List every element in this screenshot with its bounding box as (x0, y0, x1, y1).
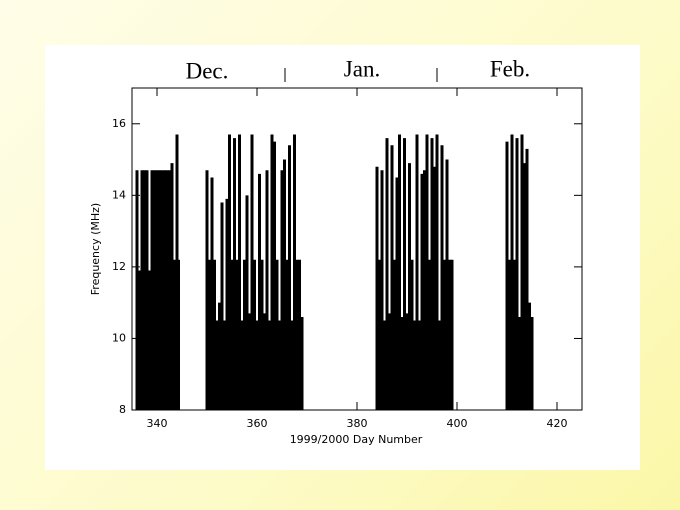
x-tick-label: 360 (247, 417, 268, 430)
month-label: Feb. (490, 56, 530, 81)
y-tick-label: 14 (112, 188, 126, 201)
month-label: Jan. (344, 56, 380, 81)
y-tick-label: 12 (112, 260, 126, 273)
y-tick-label: 8 (119, 403, 126, 416)
y-axis-label: Frequency (MHz) (89, 203, 102, 295)
month-label: Dec. (186, 58, 229, 83)
x-axis-label: 1999/2000 Day Number (290, 433, 423, 446)
y-tick-label: 10 (112, 331, 126, 344)
x-tick-label: 400 (447, 417, 468, 430)
x-tick-label: 420 (547, 417, 568, 430)
x-tick-label: 340 (147, 417, 168, 430)
x-tick-label: 380 (347, 417, 368, 430)
y-tick-label: 16 (112, 117, 126, 130)
